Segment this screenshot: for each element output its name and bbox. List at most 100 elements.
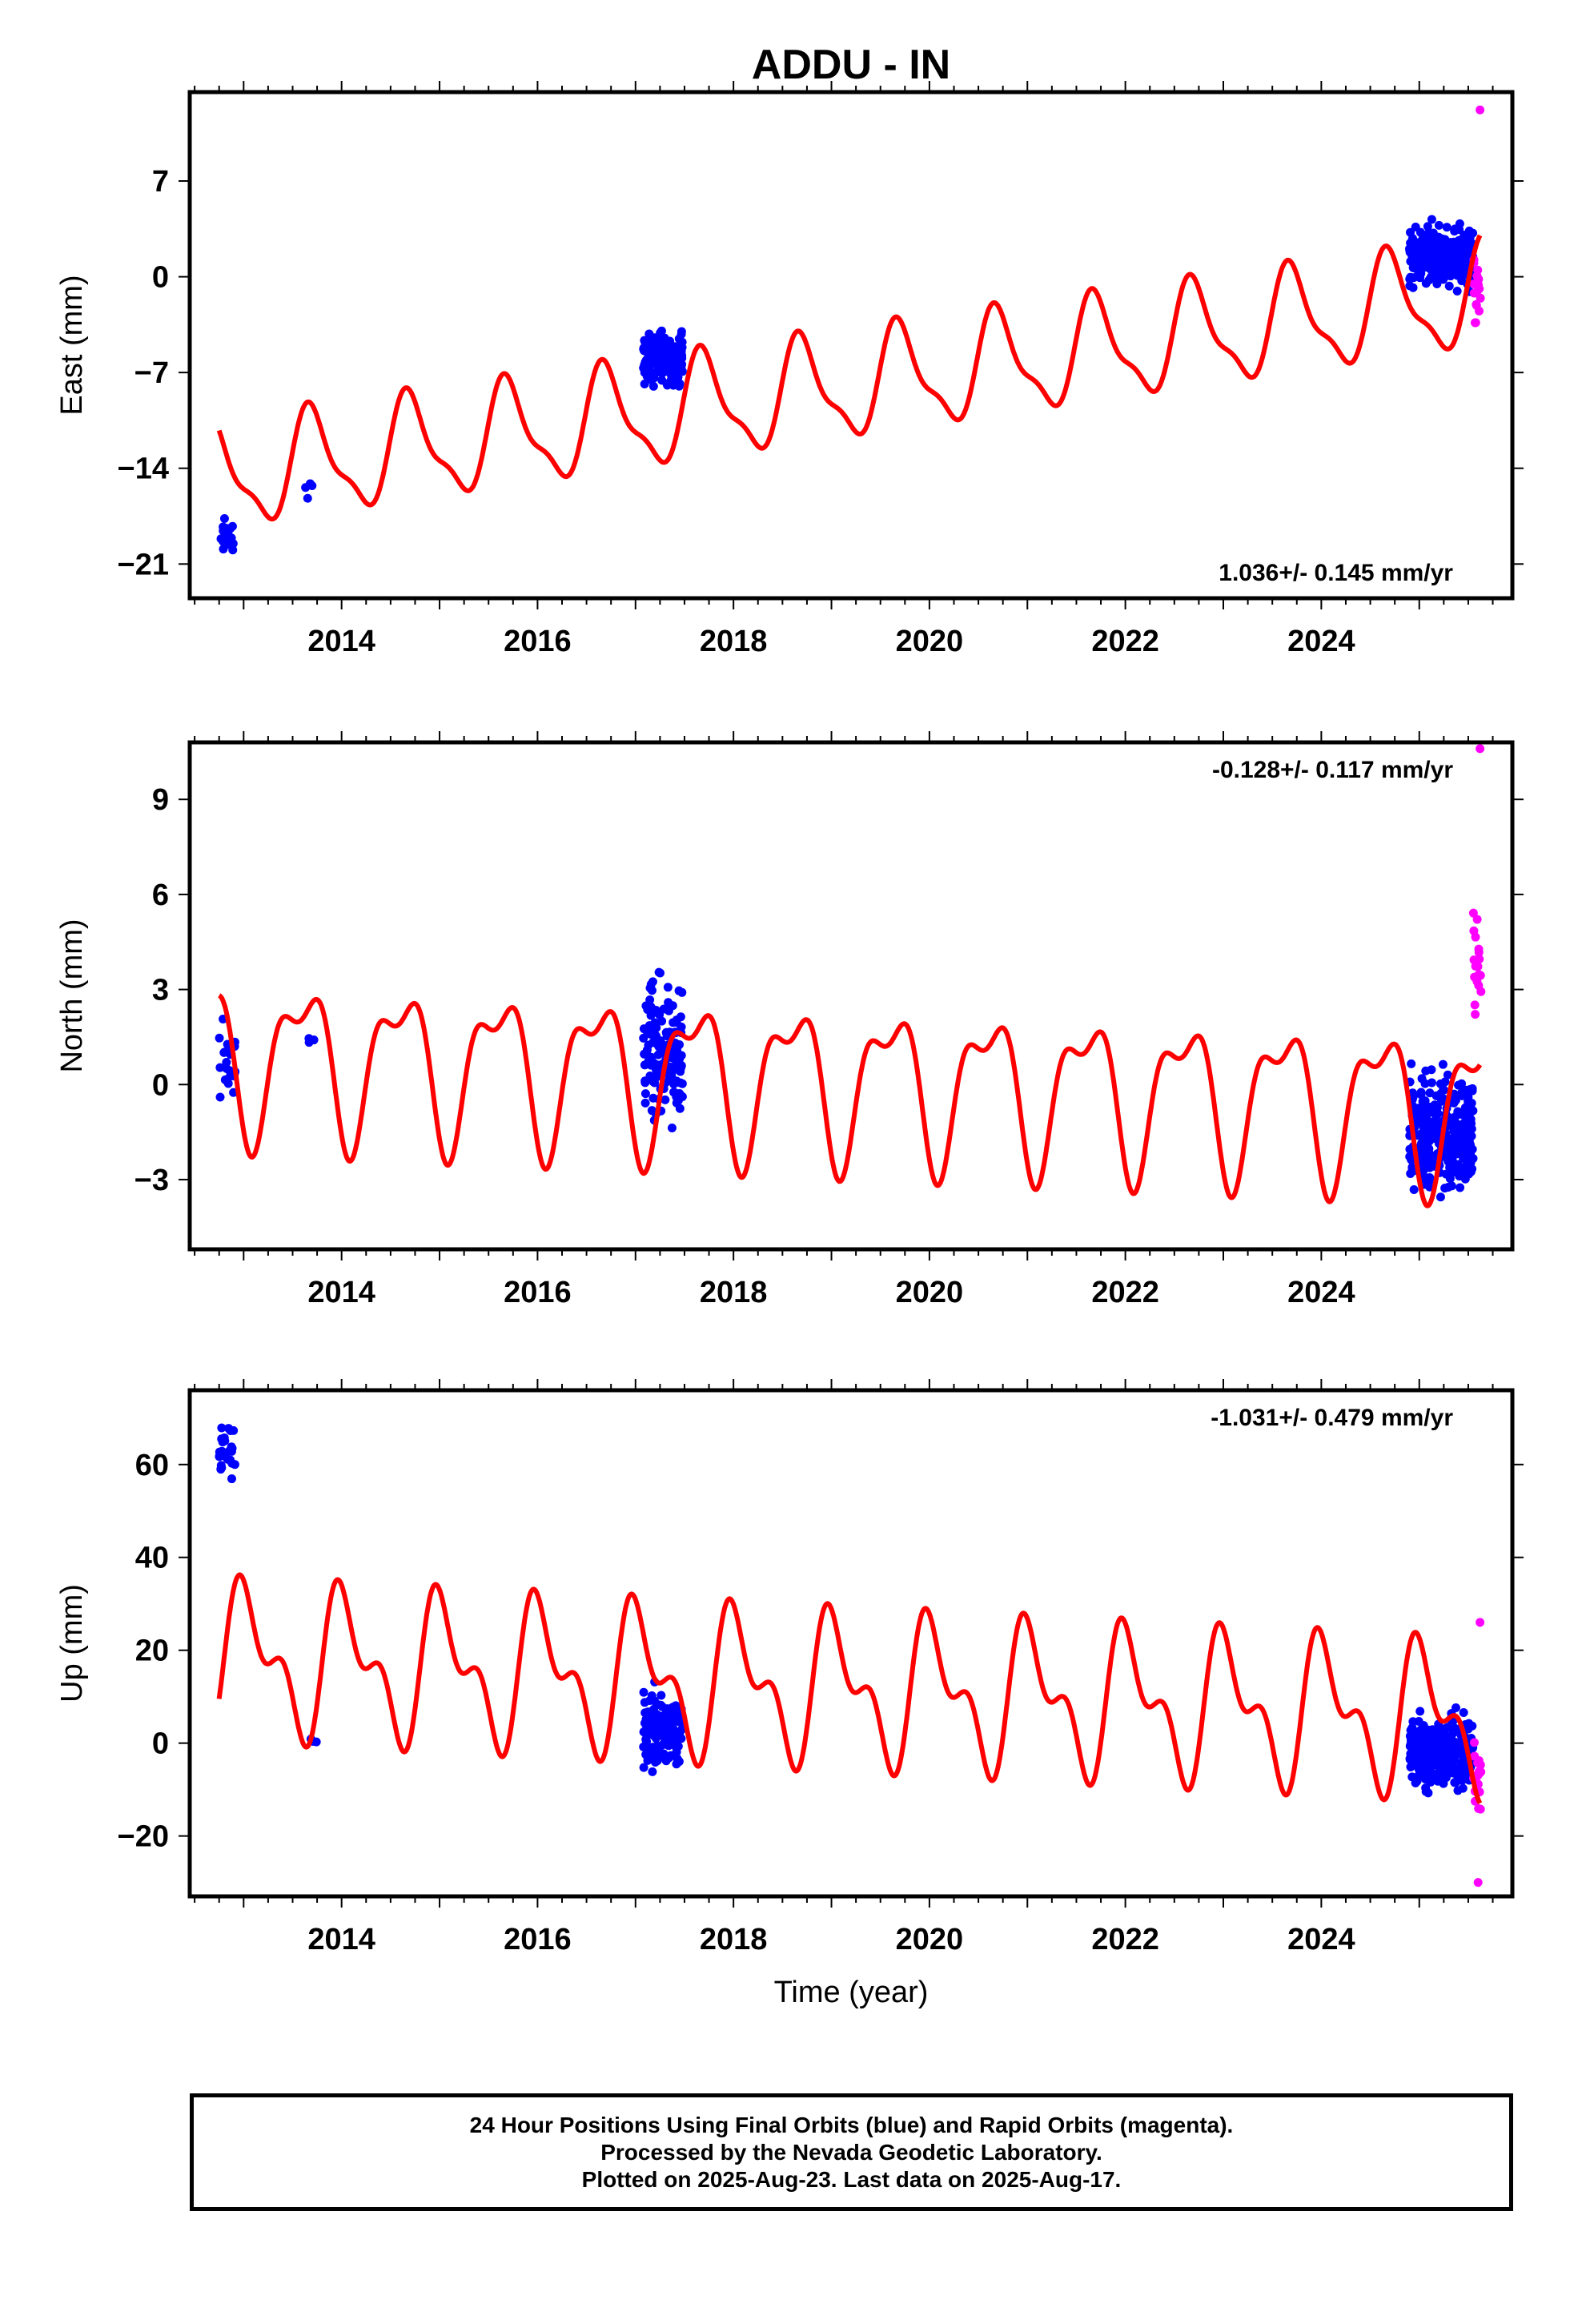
final-orbit-point: [645, 367, 655, 376]
final-orbit-point: [647, 1052, 656, 1062]
final-orbit-point: [1457, 1762, 1467, 1771]
final-orbit-point: [217, 1423, 227, 1433]
east-panel: 2014 2016 2018 2020 2022 2024 −21 −14 −7 0 7 East (…: [55, 81, 1524, 658]
final-orbit-point: [1427, 231, 1436, 240]
final-orbit-point: [1455, 219, 1464, 228]
final-orbit-point: [1427, 1065, 1436, 1075]
x-tick-label: 2024: [1287, 1276, 1355, 1309]
final-orbit-point: [1430, 1101, 1439, 1111]
up-panel: 2014 2016 2018 2020 2022 2024 −20 0 20 40 60 Up (mm…: [55, 1379, 1524, 1956]
final-orbit-point: [1407, 1155, 1416, 1164]
final-orbit-point: [654, 361, 664, 371]
y-tick-label: 7: [152, 165, 169, 199]
final-orbit-point: [1418, 1128, 1427, 1137]
final-orbit-point: [676, 357, 685, 367]
final-orbit-point: [1430, 1739, 1439, 1749]
final-orbit-point: [647, 375, 656, 384]
rapid-orbit-point: [1476, 1618, 1485, 1627]
final-orbit-point: [644, 1021, 654, 1031]
final-orbit-point: [1405, 281, 1415, 291]
footer-note: 24 Hour Positions Using Final Orbits (bl…: [190, 2093, 1513, 2211]
final-orbit-point: [672, 1759, 681, 1769]
footer-line-3: Plotted on 2025-Aug-23. Last data on 202…: [581, 2166, 1122, 2192]
y-tick-label: 0: [152, 261, 169, 295]
final-orbit-point: [640, 379, 649, 388]
rapid-orbit-point: [1469, 926, 1479, 935]
x-tick-label: 2024: [1287, 1923, 1355, 1956]
final-orbit-point: [664, 1006, 673, 1015]
final-orbit-point: [1431, 1091, 1441, 1100]
final-orbit-point: [1431, 1116, 1440, 1125]
final-orbit-point: [1455, 1172, 1464, 1181]
rapid-orbit-point: [1476, 1767, 1486, 1777]
final-orbit-point: [1452, 286, 1462, 296]
final-orbit-point: [230, 1460, 239, 1470]
final-orbit-point: [1425, 1128, 1435, 1137]
rapid-orbit-point: [1476, 105, 1485, 115]
final-orbit-point: [1415, 1707, 1425, 1716]
final-orbit-point: [647, 1718, 656, 1727]
final-orbit-point: [1423, 222, 1432, 231]
rapid-orbit-point: [1475, 955, 1484, 964]
plot-area: [215, 1423, 1486, 1888]
final-orbit-point: [665, 1072, 675, 1082]
rapid-orbit-point: [1474, 944, 1484, 954]
model-fit-line: [217, 993, 1483, 1208]
final-orbit-point: [640, 1089, 650, 1099]
final-orbit-point: [1465, 1132, 1475, 1142]
x-tick-label: 2024: [1287, 625, 1355, 658]
velocity-label: 1.036+/- 0.145 mm/yr: [1219, 560, 1453, 586]
x-tick-label: 2020: [896, 625, 964, 658]
y-tick-label: −14: [118, 452, 169, 486]
rapid-orbit-point: [1473, 962, 1483, 971]
final-orbit-point: [1425, 1088, 1435, 1098]
final-orbit-point: [640, 346, 649, 356]
final-orbit-point: [647, 1691, 656, 1700]
y-axis-title: Up (mm): [55, 1584, 89, 1703]
final-orbit-point: [655, 1010, 665, 1019]
final-orbit-point: [1456, 246, 1465, 255]
final-orbit-point: [1441, 1773, 1451, 1783]
final-orbit-point: [1464, 1102, 1474, 1112]
final-orbit-point: [215, 1063, 225, 1072]
y-axis-title: North (mm): [55, 919, 89, 1072]
final-orbit-point: [1415, 1727, 1424, 1737]
final-orbit-point: [677, 329, 686, 339]
final-orbit-point: [1422, 251, 1431, 261]
final-orbit-point: [1468, 1154, 1478, 1164]
final-orbit-point: [222, 1063, 231, 1073]
final-orbit-point: [1420, 1150, 1430, 1160]
final-orbit-point: [1418, 1158, 1427, 1168]
y-tick-label: 0: [152, 1068, 169, 1102]
final-orbit-point: [652, 1699, 661, 1709]
final-orbit-point: [1449, 1126, 1459, 1136]
final-orbit-point: [222, 1058, 231, 1068]
x-tick-label: 2014: [307, 1276, 375, 1309]
final-orbit-point: [1435, 1192, 1445, 1202]
final-orbit-point: [1468, 1164, 1477, 1174]
x-tick-label: 2022: [1091, 1923, 1159, 1956]
x-tick-label: 2018: [700, 625, 768, 658]
rapid-orbit-point: [1471, 318, 1480, 328]
y-tick-label: −21: [118, 548, 169, 581]
final-orbit-point: [661, 347, 671, 356]
final-orbit-point: [672, 1092, 681, 1102]
final-orbit-point: [656, 1036, 665, 1046]
final-orbit-point: [226, 1425, 235, 1435]
x-tick-label: 2016: [504, 1923, 572, 1956]
final-orbit-point: [675, 1054, 685, 1063]
plot-frame: [187, 1388, 1515, 1899]
final-orbit-point: [656, 1691, 666, 1700]
final-orbit-point: [644, 1726, 653, 1735]
rapid-orbit-point: [1469, 1738, 1479, 1747]
rapid-orbit-point: [1471, 1010, 1480, 1019]
final-orbit-point: [1466, 1115, 1476, 1124]
final-orbit-point: [641, 1001, 651, 1011]
rapid-orbit-point: [1474, 280, 1484, 290]
final-orbit-point: [1451, 1738, 1460, 1747]
final-orbit-point: [1438, 1059, 1447, 1069]
final-orbit-point: [657, 1711, 667, 1721]
y-tick-label: −3: [135, 1164, 169, 1197]
final-orbit-point: [1429, 1731, 1439, 1741]
